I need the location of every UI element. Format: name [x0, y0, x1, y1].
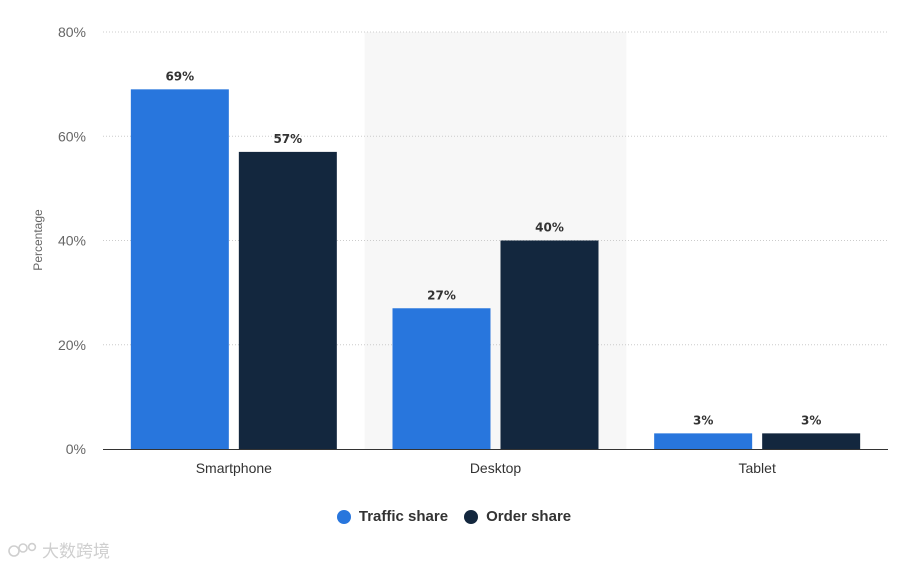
- y-tick-label: 20%: [58, 337, 86, 353]
- bar-order-share-tablet: [762, 433, 861, 449]
- x-tick-label-desktop: Desktop: [470, 460, 522, 476]
- data-label-traffic-share-tablet: 3%: [693, 413, 713, 427]
- y-tick-label: 0%: [66, 441, 86, 457]
- y-axis-label: Percentage: [31, 209, 45, 271]
- watermark: 大数跨境: [8, 537, 110, 562]
- logo-icon: [8, 542, 37, 557]
- bar-traffic-share-tablet: [654, 433, 753, 449]
- x-tick-label-tablet: Tablet: [738, 460, 775, 476]
- x-tick-label-smartphone: Smartphone: [196, 460, 272, 476]
- bar-order-share-smartphone: [238, 151, 337, 449]
- y-tick-label: 60%: [58, 128, 86, 144]
- bar-traffic-share-smartphone: [130, 89, 229, 450]
- data-label-order-share-desktop: 40%: [535, 221, 564, 235]
- legend-item-order-share[interactable]: Order share: [464, 508, 571, 525]
- legend-label-traffic-share: Traffic share: [358, 508, 449, 525]
- bar-traffic-share-desktop: [392, 308, 491, 449]
- legend-item-traffic-share[interactable]: Traffic share: [336, 508, 449, 525]
- data-label-order-share-tablet: 3%: [801, 413, 821, 427]
- data-label-traffic-share-smartphone: 69%: [165, 69, 194, 83]
- legend-marker-order-share: [464, 509, 479, 524]
- bar-order-share-desktop: [500, 240, 599, 449]
- watermark-text: 大数跨境: [42, 542, 110, 562]
- data-label-traffic-share-desktop: 27%: [427, 288, 456, 302]
- y-tick-label: 80%: [58, 24, 86, 40]
- legend: Traffic share Order share: [0, 508, 908, 525]
- legend-label-order-share: Order share: [486, 508, 572, 525]
- y-tick-label: 40%: [58, 233, 86, 249]
- legend-marker-traffic-share: [336, 509, 351, 524]
- data-label-order-share-smartphone: 57%: [273, 132, 302, 146]
